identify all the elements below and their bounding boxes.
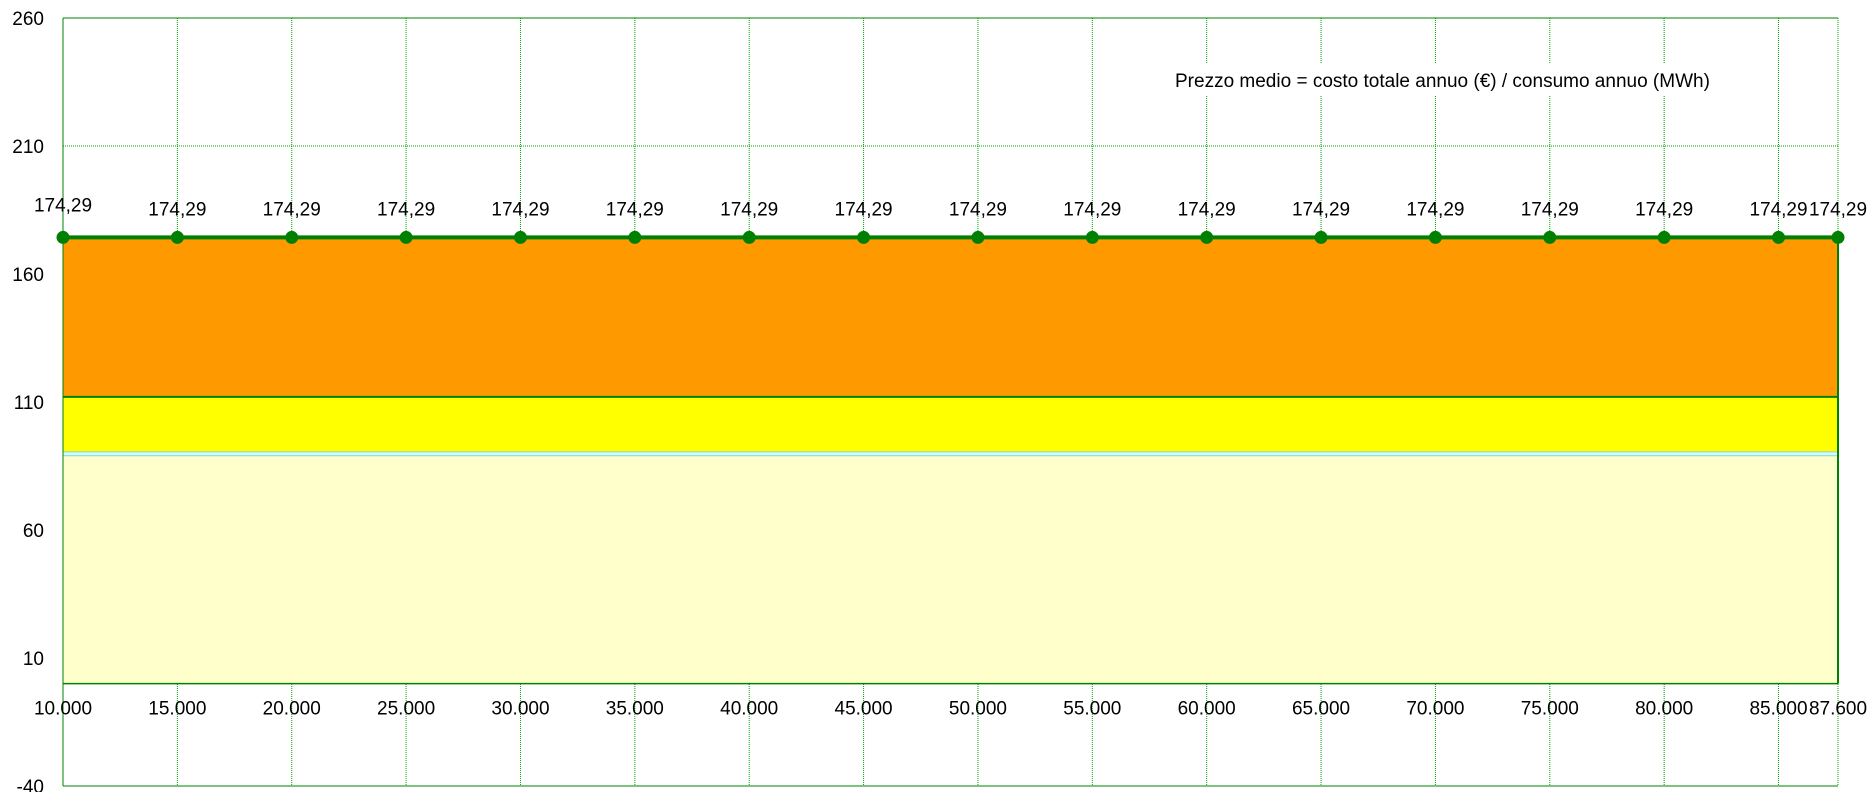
x-tick-labels: 10.000 15.000 20.000 25.000 30.000 35.000 40.0… xyxy=(34,699,1867,720)
x-tick-label: 75.000 xyxy=(1521,699,1579,720)
data-label: 174,29 xyxy=(606,199,664,220)
x-tick-label: 70.000 xyxy=(1406,699,1464,720)
data-point xyxy=(1657,230,1671,244)
annotation-background xyxy=(1168,64,1768,96)
data-label: 174,29 xyxy=(835,199,893,220)
x-tick-label: 50.000 xyxy=(949,699,1007,720)
y-tick-label: 10 xyxy=(23,649,44,670)
data-point xyxy=(1772,230,1786,244)
data-label: 174,29 xyxy=(1406,199,1464,220)
data-label: 174,29 xyxy=(34,195,92,216)
data-label: 174,29 xyxy=(491,199,549,220)
data-label: 174,29 xyxy=(1521,199,1579,220)
data-point xyxy=(285,230,299,244)
data-label: 174,29 xyxy=(949,199,1007,220)
y-tick-labels: -40 10 60 110 160 210 260 xyxy=(12,9,44,792)
area-band xyxy=(63,455,1838,684)
x-tick-label: 25.000 xyxy=(377,699,435,720)
data-label: 174,29 xyxy=(1635,199,1693,220)
data-point xyxy=(1831,230,1845,244)
data-point xyxy=(1314,230,1328,244)
data-label: 174,29 xyxy=(1809,199,1867,220)
x-tick-label: 15.000 xyxy=(148,699,206,720)
data-point xyxy=(857,230,871,244)
data-label: 174,29 xyxy=(263,199,321,220)
data-label: 174,29 xyxy=(377,199,435,220)
data-label: 174,29 xyxy=(148,199,206,220)
data-point xyxy=(170,230,184,244)
data-point xyxy=(1200,230,1214,244)
y-tick-label: 60 xyxy=(23,521,44,542)
x-tick-label: 87.600 xyxy=(1809,699,1867,720)
y-tick-label: 110 xyxy=(14,393,44,414)
data-label: 174,29 xyxy=(1292,199,1350,220)
area-band xyxy=(63,237,1838,397)
annotation-text: Prezzo medio = costo totale annuo (€) / … xyxy=(1175,71,1710,92)
data-point xyxy=(56,230,70,244)
data-point xyxy=(971,230,985,244)
data-label: 174,29 xyxy=(1749,199,1807,220)
x-tick-label: 65.000 xyxy=(1292,699,1350,720)
data-point xyxy=(513,230,527,244)
data-point xyxy=(742,230,756,244)
data-labels: 174,29 174,29 174,29 174,29 174,29 174,29 174,… xyxy=(34,195,1867,220)
area-band xyxy=(63,451,1838,456)
x-tick-label: 35.000 xyxy=(606,699,664,720)
price-line xyxy=(56,230,1845,244)
data-point xyxy=(1543,230,1557,244)
x-tick-label: 45.000 xyxy=(835,699,893,720)
y-tick-label: 160 xyxy=(12,265,44,286)
y-tick-label: 260 xyxy=(12,9,44,30)
x-tick-label: 10.000 xyxy=(34,699,92,720)
data-label: 174,29 xyxy=(720,199,778,220)
data-point xyxy=(628,230,642,244)
x-tick-label: 20.000 xyxy=(263,699,321,720)
data-point xyxy=(399,230,413,244)
axes xyxy=(62,17,1838,787)
x-tick-label: 80.000 xyxy=(1635,699,1693,720)
stacked-areas xyxy=(63,237,1839,684)
area-band xyxy=(63,396,1838,452)
y-tick-label: 210 xyxy=(12,137,44,158)
x-tick-label: 40.000 xyxy=(720,699,778,720)
x-tick-label: 55.000 xyxy=(1063,699,1121,720)
x-tick-label: 85.000 xyxy=(1749,699,1807,720)
data-label: 174,29 xyxy=(1178,199,1236,220)
data-point xyxy=(1085,230,1099,244)
x-tick-label: 60.000 xyxy=(1178,699,1236,720)
annotation: Prezzo medio = costo totale annuo (€) / … xyxy=(1168,64,1768,96)
data-label: 174,29 xyxy=(1063,199,1121,220)
y-tick-label: -40 xyxy=(17,777,44,792)
x-tick-label: 30.000 xyxy=(491,699,549,720)
data-point xyxy=(1428,230,1442,244)
